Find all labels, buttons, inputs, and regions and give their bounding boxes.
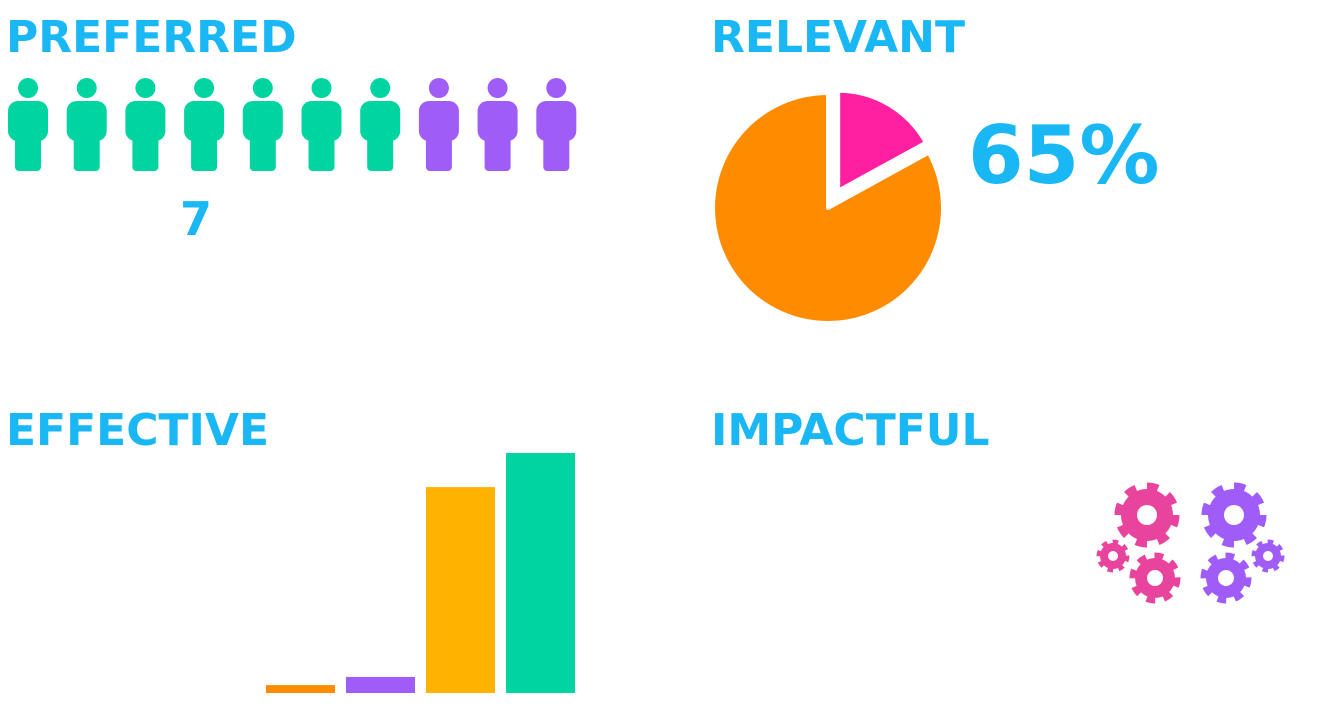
person-icon bbox=[360, 78, 401, 171]
person-icon bbox=[184, 78, 225, 171]
person-head bbox=[18, 78, 38, 98]
person-icon bbox=[242, 78, 283, 171]
person-icon bbox=[301, 78, 342, 171]
annotation: 65% bbox=[968, 109, 1159, 202]
person-legs bbox=[308, 125, 335, 171]
panel-title: RELEVANT bbox=[711, 12, 965, 63]
pie-slice bbox=[711, 91, 945, 325]
bar bbox=[506, 453, 575, 693]
person-head bbox=[487, 78, 508, 98]
person-icon bbox=[536, 78, 577, 171]
gears-icon bbox=[1096, 482, 1285, 604]
person-head bbox=[370, 78, 391, 98]
person-icon bbox=[418, 78, 459, 171]
person-head bbox=[428, 78, 449, 98]
person-head bbox=[546, 78, 567, 98]
panel-title: IMPACTFUL bbox=[711, 405, 990, 456]
person-head bbox=[252, 78, 273, 98]
person-icon bbox=[8, 78, 48, 171]
person-legs bbox=[367, 125, 394, 171]
panel-title: EFFECTIVE bbox=[6, 405, 269, 456]
person-legs bbox=[484, 125, 511, 171]
person-head bbox=[135, 78, 156, 98]
bar bbox=[346, 676, 415, 693]
bar bbox=[426, 487, 495, 693]
panel-title: PREFERRED bbox=[6, 12, 297, 63]
person-head bbox=[311, 78, 332, 98]
person-legs bbox=[132, 125, 159, 171]
person-legs bbox=[425, 125, 452, 171]
person-legs bbox=[249, 125, 276, 171]
person-icon bbox=[66, 78, 107, 171]
person-legs bbox=[15, 125, 41, 171]
person-legs bbox=[191, 125, 218, 171]
person-head bbox=[76, 78, 97, 98]
person-head bbox=[194, 78, 215, 98]
value-label: 7 bbox=[180, 192, 212, 246]
person-icon bbox=[477, 78, 518, 171]
person-legs bbox=[73, 125, 100, 171]
person-legs bbox=[543, 125, 570, 171]
person-icon bbox=[125, 78, 166, 171]
bar bbox=[266, 685, 335, 693]
pie-slice bbox=[836, 88, 928, 193]
